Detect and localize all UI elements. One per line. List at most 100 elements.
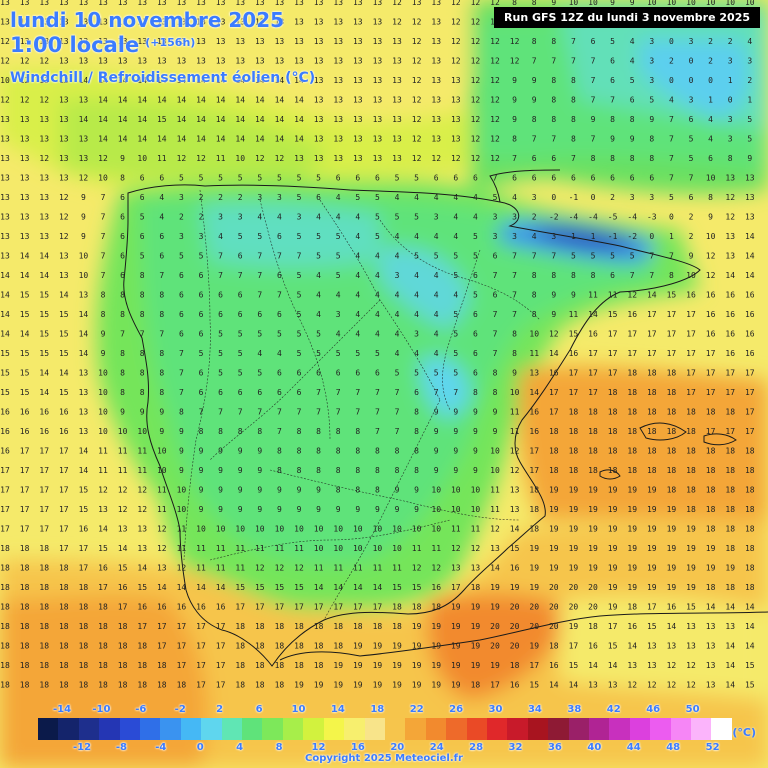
grid-value: 5 xyxy=(297,193,302,202)
grid-value: 7 xyxy=(179,349,184,358)
grid-value: 8 xyxy=(532,115,537,124)
grid-value: 18 xyxy=(569,408,579,417)
grid-value: 5 xyxy=(473,232,478,241)
grid-value: 12 xyxy=(686,681,696,690)
grid-value: 10 xyxy=(98,427,108,436)
legend-tick-bottom: 24 xyxy=(429,742,444,753)
grid-value: 9 xyxy=(218,486,223,495)
grid-value: 18 xyxy=(59,681,69,690)
grid-value: 10 xyxy=(353,525,363,534)
grid-value: 16 xyxy=(157,603,167,612)
grid-value: 10 xyxy=(216,525,226,534)
grid-value: 8 xyxy=(140,349,145,358)
grid-value: 18 xyxy=(79,642,89,651)
grid-value: 7 xyxy=(395,427,400,436)
grid-value: 13 xyxy=(59,174,69,183)
grid-value: 6 xyxy=(591,174,596,183)
grid-value: 10 xyxy=(471,486,481,495)
grid-value: 12 xyxy=(412,96,422,105)
grid-value: 10 xyxy=(510,388,520,397)
grid-value: 16 xyxy=(667,603,677,612)
grid-value: 3 xyxy=(395,271,400,280)
grid-value: 12 xyxy=(157,525,167,534)
grid-value: 12 xyxy=(471,96,481,105)
legend-tick-top: 34 xyxy=(527,704,542,715)
grid-value: 2 xyxy=(728,37,733,46)
grid-value: 5 xyxy=(336,271,341,280)
grid-value: 19 xyxy=(373,642,383,651)
grid-value: 18 xyxy=(706,408,716,417)
grid-value: 5 xyxy=(591,252,596,261)
grid-value: 12 xyxy=(451,154,461,163)
grid-value: 19 xyxy=(510,583,520,592)
grid-value: 15 xyxy=(745,681,755,690)
legend-swatch xyxy=(119,718,141,740)
grid-value: 12 xyxy=(471,37,481,46)
grid-value: 17 xyxy=(667,310,677,319)
grid-value: 13 xyxy=(118,57,128,66)
grid-value: 18 xyxy=(667,466,677,475)
grid-value: 18 xyxy=(39,622,49,631)
grid-value: 4 xyxy=(434,232,439,241)
grid-value: 4 xyxy=(257,349,262,358)
grid-value: 9 xyxy=(473,466,478,475)
grid-value: 17 xyxy=(137,622,147,631)
grid-value: 7 xyxy=(336,388,341,397)
grid-value: 15 xyxy=(608,310,618,319)
legend-tick-bottom: 48 xyxy=(666,742,681,753)
grid-value: 13 xyxy=(392,154,402,163)
grid-value: 18 xyxy=(255,661,265,670)
legend-swatch xyxy=(99,718,120,740)
grid-value: 19 xyxy=(529,583,539,592)
grid-value: 5 xyxy=(238,174,243,183)
grid-value: 16 xyxy=(588,330,598,339)
parameter-title: Windchill / Refroidissement éolien (°C) xyxy=(10,70,316,86)
grid-value: 19 xyxy=(373,661,383,670)
grid-value: 18 xyxy=(235,622,245,631)
grid-value: 9 xyxy=(81,232,86,241)
color-legend: -14 -10 -6 -2 2 6 10 14 18 22 26 30 34 38 42 46 50 -12 -8-… xyxy=(38,702,732,762)
grid-value: 15 xyxy=(79,505,89,514)
grid-value: 18 xyxy=(706,505,716,514)
grid-value: 9 xyxy=(257,505,262,514)
grid-value: 10 xyxy=(706,0,716,7)
grid-value: 9 xyxy=(316,486,321,495)
grid-value: 15 xyxy=(647,622,657,631)
grid-value: 5 xyxy=(630,252,635,261)
grid-value: 14 xyxy=(216,115,226,124)
grid-value: 18 xyxy=(20,544,30,553)
grid-value: 4 xyxy=(708,135,713,144)
grid-value: 18 xyxy=(647,466,657,475)
grid-value: 5 xyxy=(257,174,262,183)
grid-value: 19 xyxy=(529,642,539,651)
grid-value: 8 xyxy=(179,408,184,417)
legend-tick-top: -10 xyxy=(92,704,111,715)
grid-value: 19 xyxy=(608,525,618,534)
grid-value: 15 xyxy=(157,115,167,124)
grid-value: 13 xyxy=(314,37,324,46)
grid-value: 18 xyxy=(667,486,677,495)
grid-value: 19 xyxy=(490,661,500,670)
grid-value: 17 xyxy=(59,505,69,514)
grid-value: 12 xyxy=(98,154,108,163)
grid-value: 4 xyxy=(395,310,400,319)
legend-swatch xyxy=(160,718,181,740)
grid-value: 10 xyxy=(177,505,187,514)
grid-value: 13 xyxy=(353,0,363,7)
grid-value: 18 xyxy=(98,622,108,631)
grid-value: 13 xyxy=(0,174,10,183)
grid-value: 18 xyxy=(745,564,755,573)
grid-value: 9 xyxy=(512,369,517,378)
grid-value: 11 xyxy=(490,486,500,495)
grid-value: 6 xyxy=(610,57,615,66)
legend-swatch xyxy=(323,718,345,740)
grid-value: 15 xyxy=(0,349,10,358)
grid-value: 14 xyxy=(196,583,206,592)
grid-value: 9 xyxy=(101,349,106,358)
grid-value: 4 xyxy=(395,349,400,358)
grid-value: 13 xyxy=(235,57,245,66)
grid-value: 17 xyxy=(216,642,226,651)
grid-value: 2 xyxy=(179,213,184,222)
grid-value: 5 xyxy=(297,330,302,339)
grid-value: 7 xyxy=(179,369,184,378)
